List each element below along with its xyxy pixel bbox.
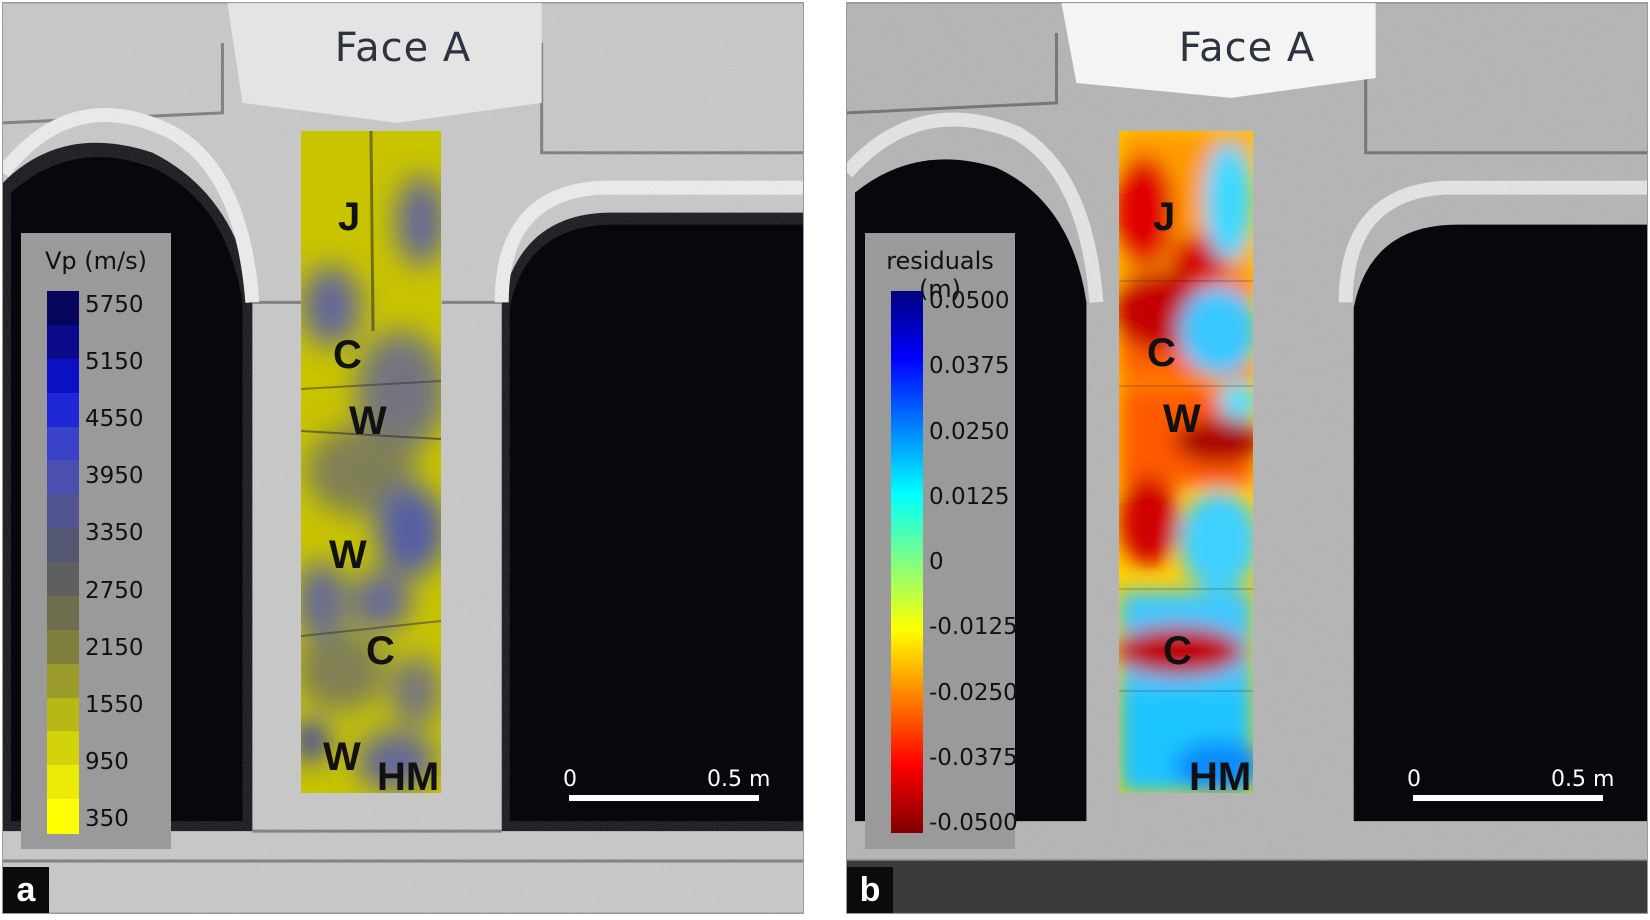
legend-swatch xyxy=(47,595,79,631)
scale-start-label: 0 xyxy=(563,767,577,792)
legend-swatch xyxy=(47,663,79,698)
region-label-w: W xyxy=(1163,397,1201,441)
residuals-overlay xyxy=(1119,131,1253,793)
legend-title: residuals (m) xyxy=(886,247,994,303)
region-label-w: W xyxy=(329,533,367,577)
legend-tick-label: 350 xyxy=(85,806,129,832)
legend-swatch xyxy=(47,494,79,529)
legend-title: Vp (m/s) xyxy=(45,247,147,275)
legend-tick-label: 3350 xyxy=(85,520,144,547)
legend-tick-label: 0.0375 xyxy=(929,353,1010,380)
vp-velocity-overlay xyxy=(301,131,441,793)
panel-label: a xyxy=(3,867,49,913)
legend-tick-label: 0.0250 xyxy=(929,418,1010,445)
region-label-c: C xyxy=(1163,629,1192,673)
legend-swatch xyxy=(47,528,79,563)
scale-start-label: 0 xyxy=(1407,767,1421,792)
scale-line xyxy=(1413,795,1603,801)
legend-labels: 5750 5150 4550 3950 3350 2750 2150 1550 950 350 xyxy=(85,291,167,833)
legend-tick-label: 3950 xyxy=(85,463,144,490)
panel-a: Face A J C W W C W HM Vp (m/s) 5 xyxy=(2,2,804,914)
vp-legend: Vp (m/s) 5750 5150 4550 3950 3350 2750 2150 155… xyxy=(21,233,171,849)
scale-line xyxy=(569,795,759,801)
legend-tick-label: 5750 xyxy=(85,292,144,318)
region-label-c: C xyxy=(1147,331,1176,375)
legend-tick-label: -0.0375 xyxy=(929,744,1018,771)
legend-tick-label: -0.0125 xyxy=(929,614,1018,641)
face-title: Face A xyxy=(1178,25,1316,71)
face-title: Face A xyxy=(334,25,472,71)
legend-tick-label: 5150 xyxy=(85,349,144,376)
legend-swatch xyxy=(47,765,79,800)
region-label-w: W xyxy=(323,735,361,779)
scale-bar: 0 0.5 m xyxy=(1407,767,1614,819)
legend-tick-label: -0.0250 xyxy=(929,679,1018,706)
legend-tick-label: 0.0500 xyxy=(929,288,1010,314)
panel-label: b xyxy=(847,867,893,913)
legend-tick-label: 2750 xyxy=(85,577,144,604)
legend-tick-label: 0 xyxy=(929,549,944,575)
legend-tick-label: 4550 xyxy=(85,406,144,433)
region-label-j: J xyxy=(1153,195,1176,239)
legend-tick-label: 1550 xyxy=(85,691,144,718)
legend-tick-label: -0.0500 xyxy=(929,810,1018,836)
legend-color-bar xyxy=(47,291,79,834)
scale-end-label: 0.5 m xyxy=(707,767,771,792)
legend-color-bar xyxy=(891,291,923,833)
legend-labels: 0.0500 0.0375 0.0250 0.0125 0 -0.0125 -0.0250 -… xyxy=(929,288,1018,836)
region-label-hm: HM xyxy=(377,755,440,799)
scale-end-label: 0.5 m xyxy=(1551,767,1615,792)
panel-b: Face A J C W C HM xyxy=(846,2,1648,914)
legend-tick-label: 0.0125 xyxy=(929,483,1010,510)
legend-swatch xyxy=(47,358,79,394)
legend-swatch xyxy=(47,799,79,834)
region-label-w: W xyxy=(349,399,387,443)
region-label-c: C xyxy=(333,333,362,377)
legend-swatch xyxy=(47,697,79,732)
legend-swatch xyxy=(47,426,79,461)
legend-swatch xyxy=(47,629,79,665)
legend-swatch xyxy=(47,291,79,326)
region-label-j: J xyxy=(338,195,361,239)
legend-swatch xyxy=(47,324,79,360)
legend-swatch xyxy=(47,731,79,766)
region-label-hm: HM xyxy=(1189,755,1252,799)
legend-swatch xyxy=(47,562,79,597)
legend-swatch xyxy=(47,392,79,427)
legend-tick-label: 2150 xyxy=(85,634,144,661)
region-label-c: C xyxy=(366,629,395,673)
scale-bar: 0 0.5 m xyxy=(563,767,770,819)
legend-swatch xyxy=(47,460,79,495)
residuals-legend: residuals (m) 0.0500 0.0375 0.0250 0.0125 0 -… xyxy=(865,233,1018,849)
legend-tick-label: 950 xyxy=(85,748,129,775)
